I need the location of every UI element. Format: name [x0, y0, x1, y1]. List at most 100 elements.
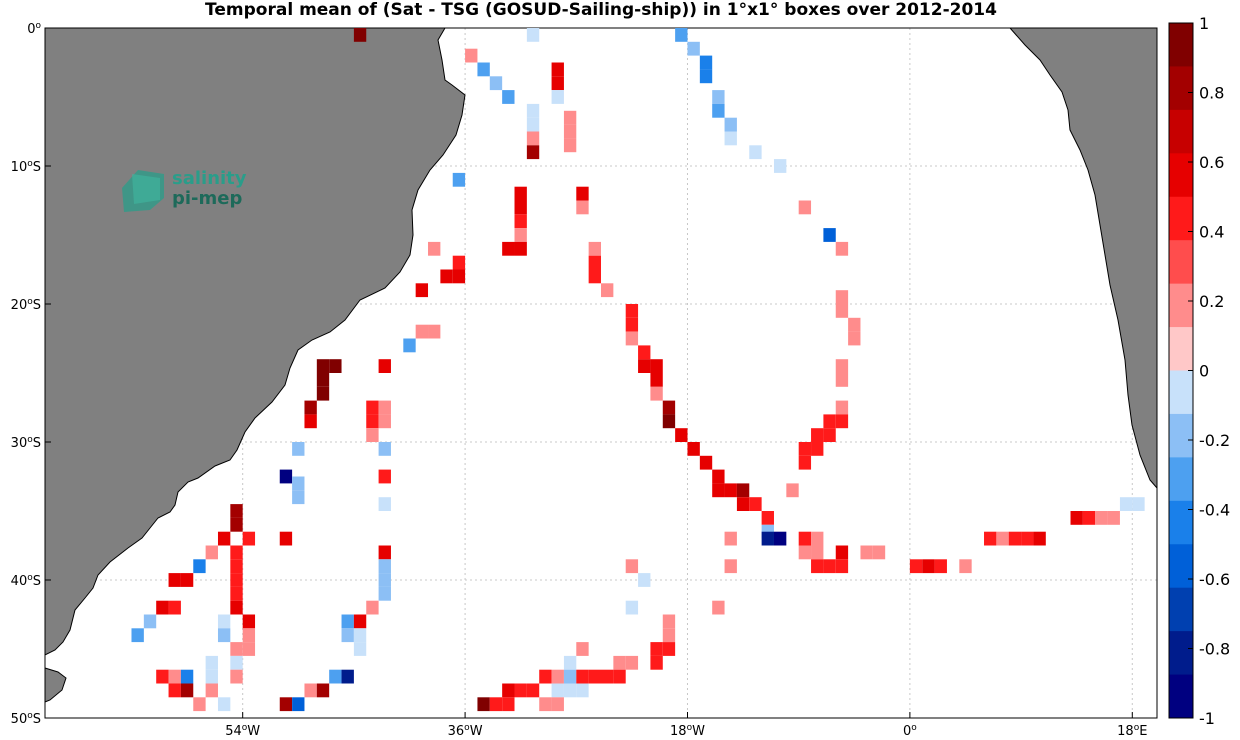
data-cells	[131, 28, 1145, 712]
data-cell	[465, 48, 478, 63]
data-cell	[168, 573, 181, 587]
data-cell	[736, 497, 750, 511]
data-cell	[811, 442, 824, 456]
data-cell	[699, 455, 713, 470]
data-cell	[477, 62, 490, 77]
colorbar-segment	[1169, 544, 1193, 589]
y-tick-label: 20oS	[11, 297, 41, 313]
data-cell	[366, 414, 379, 429]
colorbar-segment	[1169, 196, 1193, 241]
data-cell	[712, 90, 725, 104]
data-cell	[613, 655, 626, 670]
data-cell	[217, 531, 231, 546]
data-cell	[526, 103, 540, 118]
data-cell	[1008, 531, 1022, 546]
colorbar-segment	[1169, 240, 1193, 285]
africa-landmass	[1008, 27, 1158, 490]
x-axis: 54oW 36oW 18oW 0o 18oE	[225, 712, 1147, 739]
data-cell	[984, 531, 997, 546]
data-cell	[909, 559, 923, 574]
data-cell	[773, 531, 787, 546]
data-cell	[749, 497, 762, 511]
data-cell	[798, 200, 812, 215]
data-cell	[650, 642, 663, 656]
data-cell	[378, 414, 391, 429]
data-cell	[786, 483, 799, 498]
data-cell	[1021, 531, 1034, 546]
data-cell	[378, 586, 391, 601]
data-cell	[811, 545, 824, 560]
data-cell	[304, 683, 317, 698]
data-cell	[761, 531, 774, 546]
data-cell	[860, 545, 873, 560]
data-cell	[848, 331, 861, 346]
data-cell	[699, 69, 713, 84]
data-cell	[242, 614, 256, 629]
data-cell	[551, 683, 564, 698]
data-cell	[526, 131, 540, 146]
data-cell	[514, 214, 527, 229]
data-cell	[230, 669, 243, 684]
data-cell	[489, 76, 503, 91]
data-cell	[588, 241, 601, 256]
data-cell	[662, 628, 676, 643]
colorbar-tick-label: 0	[1199, 362, 1209, 381]
data-cell	[662, 400, 676, 415]
salinity-pi-mep-logo: salinity pi-mep	[122, 168, 247, 212]
data-cell	[563, 138, 577, 153]
data-cell	[588, 269, 601, 284]
data-cell	[1070, 511, 1083, 525]
data-cell	[872, 545, 886, 560]
data-cell	[675, 428, 688, 442]
data-cell	[687, 41, 700, 56]
colorbar-segment	[1169, 457, 1193, 502]
colorbar-segment	[1169, 283, 1193, 328]
data-cell	[712, 469, 725, 484]
data-cell	[205, 683, 218, 698]
data-cell	[699, 55, 713, 70]
data-cell	[304, 400, 317, 415]
data-cell	[452, 172, 466, 187]
x-tick-label: 0o	[903, 723, 917, 739]
data-cell	[563, 110, 577, 125]
colorbar-segment	[1169, 66, 1193, 111]
data-cell	[341, 628, 354, 643]
data-cell	[724, 531, 737, 546]
y-tick-label: 30oS	[11, 435, 41, 451]
data-cell	[563, 655, 577, 670]
colorbar-segment	[1169, 413, 1193, 458]
colorbar-tick-label: -0.6	[1199, 570, 1230, 589]
data-cell	[835, 359, 849, 373]
data-cell	[168, 669, 181, 684]
data-cell	[292, 476, 305, 491]
data-cell	[131, 628, 144, 643]
data-cell	[638, 345, 651, 360]
data-cell	[292, 490, 305, 505]
data-cell	[514, 186, 527, 201]
data-cell	[576, 200, 589, 215]
data-cell	[650, 373, 663, 387]
data-cell	[230, 655, 243, 670]
y-tick-label: 0o	[27, 21, 41, 37]
data-cell	[1033, 531, 1046, 546]
data-cell	[403, 338, 416, 353]
data-cell	[724, 117, 737, 132]
data-cell	[613, 669, 626, 684]
data-cell	[514, 228, 527, 242]
colorbar-segment	[1169, 370, 1193, 415]
data-cell	[823, 228, 836, 242]
data-cell	[452, 269, 466, 284]
colorbar-tick-label: -1	[1199, 709, 1215, 728]
data-cell	[366, 400, 379, 415]
data-cell	[378, 469, 391, 484]
x-tick-label: 54oW	[225, 723, 260, 739]
data-cell	[378, 573, 391, 587]
data-cell	[316, 683, 330, 698]
data-cell	[811, 428, 824, 442]
colorbar-tick-label: 0.4	[1199, 223, 1224, 242]
data-cell	[638, 573, 651, 587]
data-cell	[316, 359, 330, 373]
chart-title: Temporal mean of (Sat - TSG (GOSUD-Saili…	[205, 0, 997, 20]
data-cell	[996, 531, 1009, 546]
data-cell	[230, 504, 243, 518]
